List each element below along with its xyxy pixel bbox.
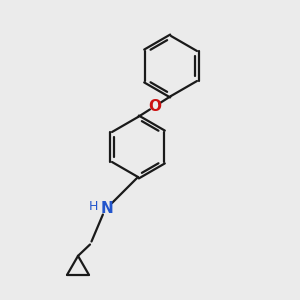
Text: H: H: [89, 200, 99, 213]
Text: O: O: [148, 99, 161, 114]
Text: N: N: [100, 201, 113, 216]
